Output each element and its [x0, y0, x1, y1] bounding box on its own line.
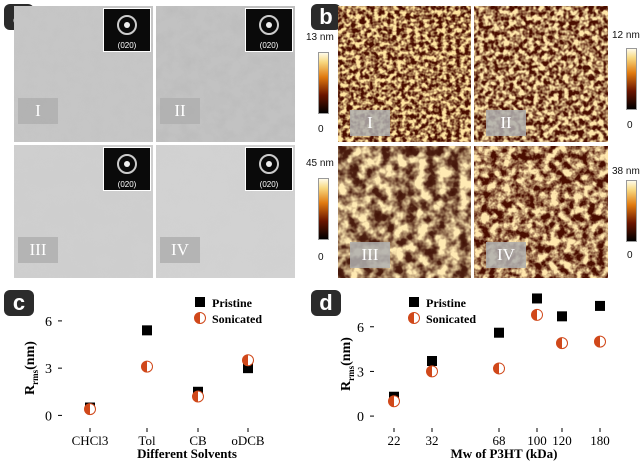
afm-colorbar-top-2: 12 nm: [612, 30, 640, 41]
y-tick-label: 0: [45, 409, 52, 424]
afm-colorbar-1: [318, 52, 329, 114]
panel-label-c: c: [4, 290, 34, 316]
tem-image-3: (020) III: [14, 145, 153, 278]
x-tick-label: 120: [552, 433, 572, 448]
afm-roman-label-2: II: [486, 110, 526, 136]
legend-marker: [195, 297, 205, 307]
sonicated-point: [556, 337, 568, 350]
legend-label: Pristine: [426, 296, 467, 310]
legend-label: Sonicated: [212, 312, 262, 326]
tem-image-1: (020) I: [14, 6, 153, 142]
tem-image-4: (020) IV: [156, 145, 295, 278]
legend-marker: [409, 297, 419, 307]
sonicated-point: [141, 360, 153, 373]
sonicated-point: [531, 308, 543, 321]
afm-roman-label-3: III: [350, 242, 390, 268]
x-tick-label: oDCB: [231, 433, 265, 448]
afm-colorbar-top-1: 13 nm: [306, 32, 334, 43]
afm-colorbar-bottom-4: 0: [627, 250, 633, 261]
y-tick-label: 3: [357, 365, 364, 380]
pristine-point: [532, 293, 542, 304]
afm-colorbar-4: [626, 180, 637, 242]
afm-colorbar-2: [626, 48, 637, 110]
y-tick-label: 3: [45, 362, 52, 377]
tem-roman-label-2: II: [160, 98, 200, 124]
afm-colorbar-3: [318, 178, 329, 240]
afm-image-2: II: [474, 6, 608, 142]
y-tick-label: 6: [45, 315, 52, 330]
afm-colorbar-bottom-3: 0: [318, 252, 324, 263]
x-axis-label: Different Solvents: [137, 446, 237, 461]
y-tick-label: 6: [357, 321, 364, 336]
sonicated-point: [493, 362, 505, 375]
afm-image-4: IV: [474, 146, 608, 278]
afm-colorbar-top-3: 45 nm: [306, 158, 334, 169]
afm-colorbar-top-4: 38 nm: [612, 166, 640, 177]
pristine-point: [595, 300, 605, 311]
afm-colorbar-bottom-2: 0: [627, 120, 633, 131]
panel-label-b: b: [311, 4, 341, 30]
sonicated-point: [242, 354, 254, 367]
x-tick-label: 180: [590, 433, 610, 448]
diffraction-inset-4: (020): [245, 147, 293, 191]
sonicated-point: [192, 390, 204, 403]
x-tick-label: 100: [527, 433, 547, 448]
sonicated-point: [388, 395, 400, 408]
tem-roman-label-1: I: [18, 98, 58, 124]
pristine-point: [494, 327, 504, 338]
sonicated-point: [594, 335, 606, 348]
pristine-point: [557, 311, 567, 322]
legend-label: Sonicated: [426, 312, 476, 326]
tem-roman-label-3: III: [18, 237, 58, 263]
legend-label: Pristine: [212, 296, 253, 310]
afm-image-1: I: [338, 6, 471, 142]
y-axis-label: Rrms(nm): [339, 337, 356, 391]
x-tick-label: 32: [426, 433, 439, 448]
afm-colorbar-bottom-1: 0: [318, 124, 324, 135]
x-tick-label: 68: [493, 433, 506, 448]
x-tick-label: Tol: [138, 433, 156, 448]
tem-image-2: (020) II: [156, 6, 295, 142]
x-tick-label: CB: [189, 433, 207, 448]
legend-marker: [194, 312, 206, 324]
afm-roman-label-4: IV: [486, 242, 526, 268]
x-axis-label: Mw of P3HT (kDa): [450, 446, 557, 461]
afm-image-3: III: [338, 146, 471, 278]
pristine-point: [142, 325, 152, 336]
sonicated-point: [84, 403, 96, 416]
panel-label-d: d: [311, 290, 341, 316]
diffraction-inset-3: (020): [103, 147, 151, 191]
diffraction-inset-2: (020): [245, 8, 293, 52]
y-axis-label: Rrms(nm): [23, 341, 40, 395]
afm-roman-label-1: I: [350, 110, 390, 136]
pristine-point: [427, 356, 437, 366]
tem-roman-label-4: IV: [160, 237, 200, 263]
diffraction-inset-1: (020): [103, 8, 151, 52]
sonicated-point: [426, 365, 438, 378]
x-tick-label: 22: [388, 433, 401, 448]
x-tick-label: CHCl3: [72, 433, 109, 448]
y-tick-label: 0: [357, 410, 364, 425]
legend-marker: [408, 312, 420, 324]
pristine-point: [243, 363, 253, 374]
